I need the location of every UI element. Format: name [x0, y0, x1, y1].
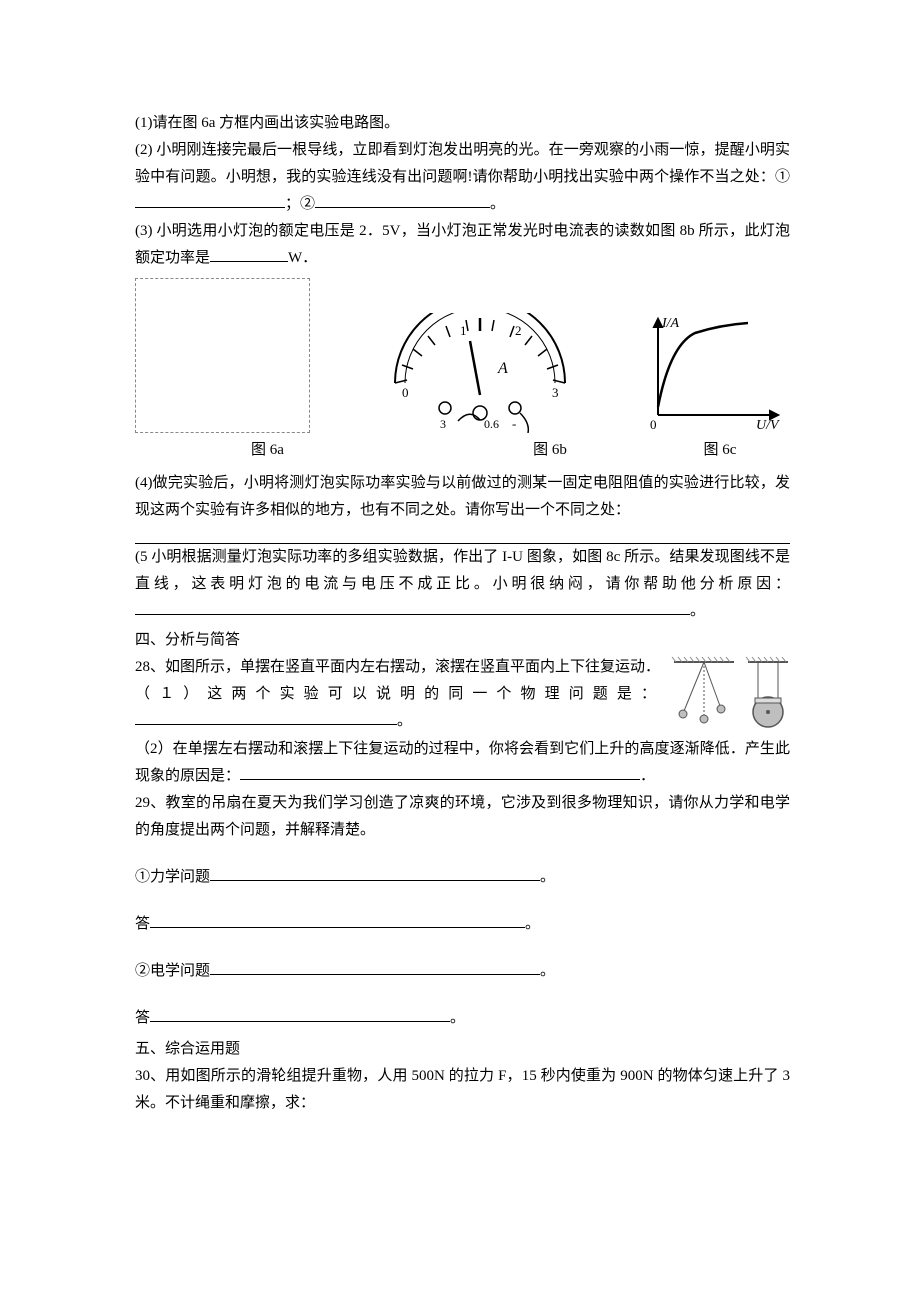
ammeter-terminal-right	[509, 402, 521, 414]
iu-ylabel: I/A	[661, 316, 680, 331]
q30-intro: 30、用如图所示的滑轮组提升重物，人用 500N 的拉力 F，15 秒内使重为 …	[135, 1063, 790, 1117]
q29-blank-a2[interactable]	[150, 1005, 450, 1022]
pendulum-bob-left	[679, 710, 687, 718]
q28-pendulum-figure	[670, 656, 790, 736]
q29-a2-label: 答	[135, 1010, 150, 1026]
q27-figure-row: 0 1 2 3 A 3 0.6 - I/A U/V 0	[135, 278, 790, 433]
q28-p1-text: （１）这两个实验可以说明的同一个物理问题是：	[135, 686, 662, 702]
q27-p2-text-a: (2) 小明刚连接完最后一根导线，立即看到灯泡发出明亮的光。在一旁观察的小雨一惊…	[135, 142, 790, 185]
q29-blank-l2[interactable]	[210, 958, 540, 975]
roller-axle	[766, 710, 770, 714]
q27-blank-3[interactable]	[210, 246, 288, 263]
q27-part3: (3) 小明选用小灯泡的额定电压是 2．5V，当小灯泡正常发光时电流表的读数如图…	[135, 218, 790, 272]
ammeter-needle	[470, 341, 480, 395]
q27-caption-row: 图 6a 图 6b 图 6c	[135, 437, 790, 464]
fig-6c-caption: 图 6c	[670, 437, 770, 464]
q27-part1: (1)请在图 6a 方框内画出该实验电路图。	[135, 110, 790, 137]
q29-a2-end: 。	[450, 1010, 465, 1026]
q27-p5-text: (5 小明根据测量灯泡实际功率的多组实验数据，作出了 I-U 图象，如图 8c …	[135, 549, 790, 592]
fig-6a-draw-box[interactable]	[135, 278, 310, 433]
q27-p2-text-c: 。	[490, 196, 505, 212]
q29-l2-end: 。	[540, 963, 555, 979]
q29-answer-2: 答。	[135, 1005, 790, 1032]
pendulum-bob-mid	[700, 715, 708, 723]
q29-intro: 29、教室的吊扇在夏天为我们学习创造了凉爽的环境，它涉及到很多物理知识，请你从力…	[135, 790, 790, 844]
pendulum-bob-right	[717, 705, 725, 713]
q28-p1-end: 。	[397, 713, 412, 729]
section-5-title: 五、综合运用题	[135, 1036, 790, 1063]
iu-y-arrow	[654, 319, 662, 327]
q29-blank-a1[interactable]	[150, 911, 525, 928]
q27-part2: (2) 小明刚连接完最后一根导线，立即看到灯泡发出明亮的光。在一旁观察的小雨一惊…	[135, 137, 790, 218]
fig-6c-iu-graph: I/A U/V 0	[650, 315, 790, 433]
q29-a1-label: 答	[135, 916, 150, 932]
q27-part4: (4)做完实验后，小明将测灯泡实际功率实验与以前做过的测某一固定电阻阻值的实验进…	[135, 470, 790, 524]
iu-origin: 0	[650, 417, 657, 432]
iu-xlabel: U/V	[756, 418, 780, 433]
fig-6b-ammeter: 0 1 2 3 A 3 0.6 -	[380, 313, 580, 433]
ammeter-tick-1: 1	[460, 323, 467, 338]
q27-part5: (5 小明根据测量灯泡实际功率的多组实验数据，作出了 I-U 图象，如图 8c …	[135, 544, 790, 625]
q27-blank-2[interactable]	[315, 192, 490, 209]
q29-l2-label: ②电学问题	[135, 963, 210, 979]
iu-curve	[658, 323, 748, 407]
ammeter-wire-right	[520, 413, 528, 433]
q29-line-2: ②电学问题 。	[135, 958, 790, 985]
q29-l1-end: 。	[540, 869, 555, 885]
q28-blank-1[interactable]	[135, 708, 397, 725]
roller-bar	[755, 698, 781, 703]
ammeter-knob-sign: -	[512, 416, 516, 431]
q29-line-1: ①力学问题 。	[135, 864, 790, 891]
ammeter-label: A	[497, 360, 508, 377]
q27-blank-5[interactable]	[135, 598, 690, 615]
ammeter-knob-mid: 0.6	[484, 417, 499, 431]
q27-p3-text-b: W．	[288, 250, 317, 266]
fig-6b-caption: 图 6b	[450, 437, 650, 464]
q27-p2-text-b: ；②	[285, 196, 315, 212]
q27-blank-1[interactable]	[135, 192, 285, 209]
q28-part2: （2）在单摆左右摆动和滚摆上下往复运动的过程中，你将会看到它们上升的高度逐渐降低…	[135, 736, 790, 790]
q29-a1-end: 。	[525, 916, 540, 932]
section-4-title: 四、分析与简答	[135, 627, 790, 654]
ammeter-tick-0: 0	[402, 385, 409, 400]
q29-l1-label: ①力学问题	[135, 869, 210, 885]
ammeter-tick-3: 3	[552, 385, 559, 400]
q27-blank-4[interactable]	[135, 527, 790, 544]
q28-p2-end: ．	[640, 768, 655, 784]
ammeter-terminal-left	[439, 402, 451, 414]
fig-6a-caption: 图 6a	[180, 437, 355, 464]
pendulum-string-left	[684, 662, 704, 711]
ammeter-ticks	[395, 318, 565, 383]
q28-blank-2[interactable]	[240, 763, 640, 780]
q29-answer-1: 答。	[135, 911, 790, 938]
ammeter-knob-left: 3	[440, 417, 446, 431]
q29-blank-l1[interactable]	[210, 864, 540, 881]
q27-p5-end: 。	[690, 603, 705, 619]
pendulum-string-right	[704, 662, 720, 706]
ammeter-tick-2: 2	[515, 323, 522, 338]
